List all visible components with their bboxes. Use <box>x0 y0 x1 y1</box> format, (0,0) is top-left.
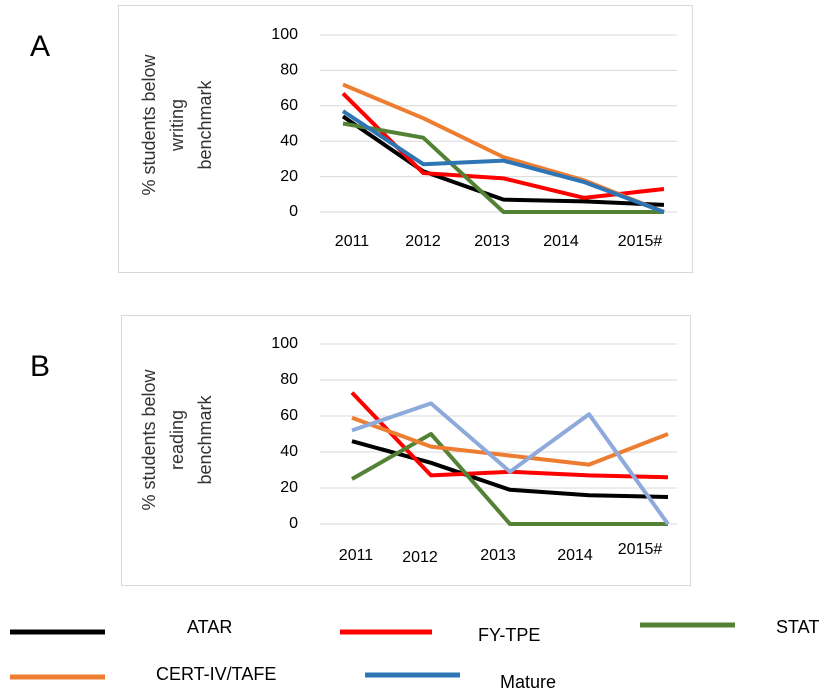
series-line <box>342 121 664 214</box>
x-tick-label: 2013 <box>480 547 516 564</box>
legend-label: CERT-IV/TAFE <box>156 664 276 684</box>
y-tick-label: 80 <box>280 62 298 79</box>
series-line <box>351 401 670 526</box>
y-tick-label: 20 <box>280 479 298 496</box>
legend-label: FY-TPE <box>478 625 540 645</box>
panel-label: A <box>30 30 50 63</box>
series-line <box>341 91 665 200</box>
y-axis-title: benchmark <box>195 394 215 484</box>
x-tick-label: 2014 <box>557 547 593 564</box>
x-tick-label: 2015# <box>618 541 663 558</box>
y-tick-label: 20 <box>280 168 298 185</box>
chart-frame <box>118 5 693 273</box>
x-tick-label: 2015# <box>618 233 663 250</box>
series-line <box>341 109 665 214</box>
y-tick-label: 40 <box>280 443 298 460</box>
y-tick-label: 0 <box>289 203 298 220</box>
panel-label: B <box>30 350 50 383</box>
x-tick-label: 2014 <box>543 233 579 250</box>
legend-label: ATAR <box>187 617 232 637</box>
y-axis-title: % students below <box>139 368 159 510</box>
y-tick-label: 60 <box>280 407 298 424</box>
y-axis-title: benchmark <box>195 79 215 169</box>
y-axis-title: % students below <box>139 53 159 195</box>
x-tick-label: 2011 <box>339 547 374 564</box>
x-tick-label: 2012 <box>405 233 441 250</box>
series-line <box>351 439 669 499</box>
y-axis-title: writing <box>167 99 187 152</box>
y-axis-title: reading <box>167 410 187 470</box>
y-tick-label: 80 <box>280 371 298 388</box>
series-line <box>351 432 668 526</box>
x-tick-label: 2011 <box>335 233 370 250</box>
legend-label: Mature <box>500 672 556 692</box>
x-tick-label: 2012 <box>402 549 438 566</box>
y-tick-label: 0 <box>289 515 298 532</box>
x-tick-label: 2013 <box>474 233 510 250</box>
y-tick-label: 100 <box>271 335 298 352</box>
y-tick-label: 40 <box>280 132 298 149</box>
y-tick-label: 100 <box>271 26 298 43</box>
series-line <box>341 114 665 207</box>
legend-label: STAT <box>776 617 819 637</box>
chart-frame <box>121 315 691 586</box>
series-line <box>351 415 669 467</box>
y-tick-label: 60 <box>280 97 298 114</box>
